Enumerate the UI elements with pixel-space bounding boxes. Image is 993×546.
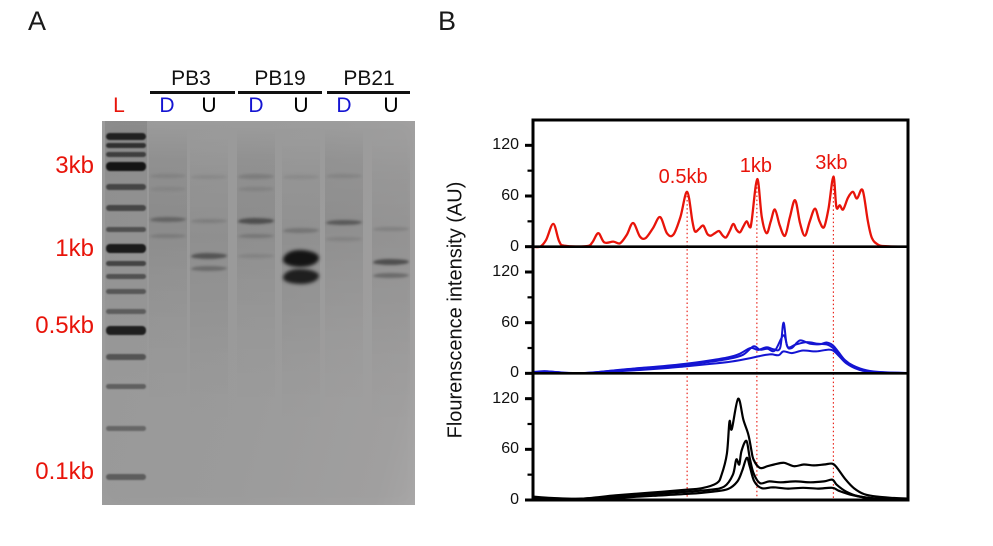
gel-band: [106, 384, 146, 389]
gel-band: [150, 217, 186, 222]
gel-band: [106, 162, 146, 171]
gel-band: [373, 227, 409, 231]
gel-band: [106, 152, 146, 157]
gel-sample-lane: [282, 121, 320, 505]
trace-undigested-U-lanes-U3: [531, 456, 910, 501]
gel-size-marker-label: 1kb: [55, 235, 94, 262]
gel-band: [238, 254, 274, 258]
gel-band: [191, 219, 227, 223]
gel-band: [191, 253, 227, 259]
y-tick-label: 0: [510, 237, 519, 255]
gel-image: [102, 121, 415, 505]
gel-band: [106, 274, 146, 279]
gel-band: [238, 174, 274, 179]
gel-band: [150, 234, 186, 238]
gel-band: [283, 175, 319, 179]
peak-size-label: 3kb: [815, 152, 848, 174]
electropherogram-plot: [525, 118, 910, 502]
gel-band: [106, 354, 146, 360]
gel-band: [238, 187, 274, 191]
gel-lane-header: D: [159, 94, 175, 117]
y-tick-label: 60: [501, 187, 519, 204]
gel-band: [150, 174, 186, 178]
gel-band: [373, 259, 409, 265]
panel-a-label: A: [28, 6, 47, 36]
gel-band: [191, 266, 227, 271]
gel-band: [283, 228, 319, 233]
gel-band: [238, 218, 274, 224]
gel-band: [106, 289, 146, 294]
gel-band: [106, 133, 146, 140]
trace-undigested-U-lanes-U2: [531, 439, 910, 501]
gel-ladder-lane: [105, 121, 147, 505]
gel-band: [106, 244, 146, 253]
peak-size-label: 0.5kb: [658, 166, 708, 188]
gel-band: [326, 174, 362, 178]
y-tick-label: 60: [501, 313, 519, 331]
gel-group-label: PB3: [171, 67, 211, 90]
gel-lane-header: U: [201, 94, 217, 117]
gel-band: [106, 426, 146, 431]
gel-sample-lane: [372, 121, 410, 505]
trace-digested-D-lanes-D2: [532, 334, 909, 375]
gel-group-underline: [150, 91, 235, 94]
gel-lane-header: U: [383, 94, 399, 117]
gel-lane-header: L: [113, 94, 125, 117]
gel-sample-lane: [190, 121, 228, 505]
gel-band: [106, 326, 146, 335]
gel-group-underline: [327, 91, 410, 94]
gel-band: [373, 273, 409, 278]
y-tick-label: 120: [492, 263, 519, 280]
trace-digested-D-lanes-D3: [532, 348, 909, 375]
gel-band: [150, 187, 186, 191]
gel-band: [238, 234, 274, 238]
gel-lane-header: D: [248, 94, 264, 117]
gel-lane-header: U: [293, 94, 309, 117]
gel-size-marker-label: 3kb: [55, 152, 94, 179]
gel-sample-lane: [149, 121, 187, 505]
gel-band: [106, 309, 146, 314]
trace-undigested-U-lanes-U1: [531, 397, 910, 500]
y-axis-title: Flourenscence intensity (AU): [444, 181, 467, 439]
y-tick-label: 120: [492, 136, 519, 154]
gel-band: [106, 227, 146, 232]
gel-band: [191, 175, 227, 179]
gel-band: [283, 269, 319, 284]
trace-ladder-L: [531, 175, 910, 249]
gel-band: [106, 205, 146, 211]
gel-group-underline: [238, 91, 322, 94]
gel-group-label: PB19: [254, 67, 306, 90]
gel-group-label: PB21: [343, 67, 395, 90]
gel-sample-lane: [325, 121, 363, 505]
gel-band: [106, 143, 146, 148]
gel-lane-header: D: [336, 94, 352, 117]
plot-frame: [531, 118, 910, 502]
gel-band: [283, 250, 319, 267]
gel-band: [106, 184, 146, 190]
gel-band: [326, 220, 362, 225]
y-tick-label: 60: [501, 440, 519, 458]
gel-band: [106, 474, 146, 480]
panel-b-label: B: [438, 6, 457, 36]
y-tick-label: 0: [510, 364, 519, 382]
gel-size-marker-label: 0.5kb: [35, 312, 94, 339]
gel-sample-lane: [237, 121, 275, 505]
peak-size-label: 1kb: [739, 155, 772, 177]
gel-band: [326, 237, 362, 241]
gel-band: [106, 261, 146, 266]
y-tick-label: 120: [492, 389, 519, 407]
gel-size-marker-label: 0.1kb: [35, 458, 94, 485]
y-tick-label: 0: [510, 491, 519, 508]
